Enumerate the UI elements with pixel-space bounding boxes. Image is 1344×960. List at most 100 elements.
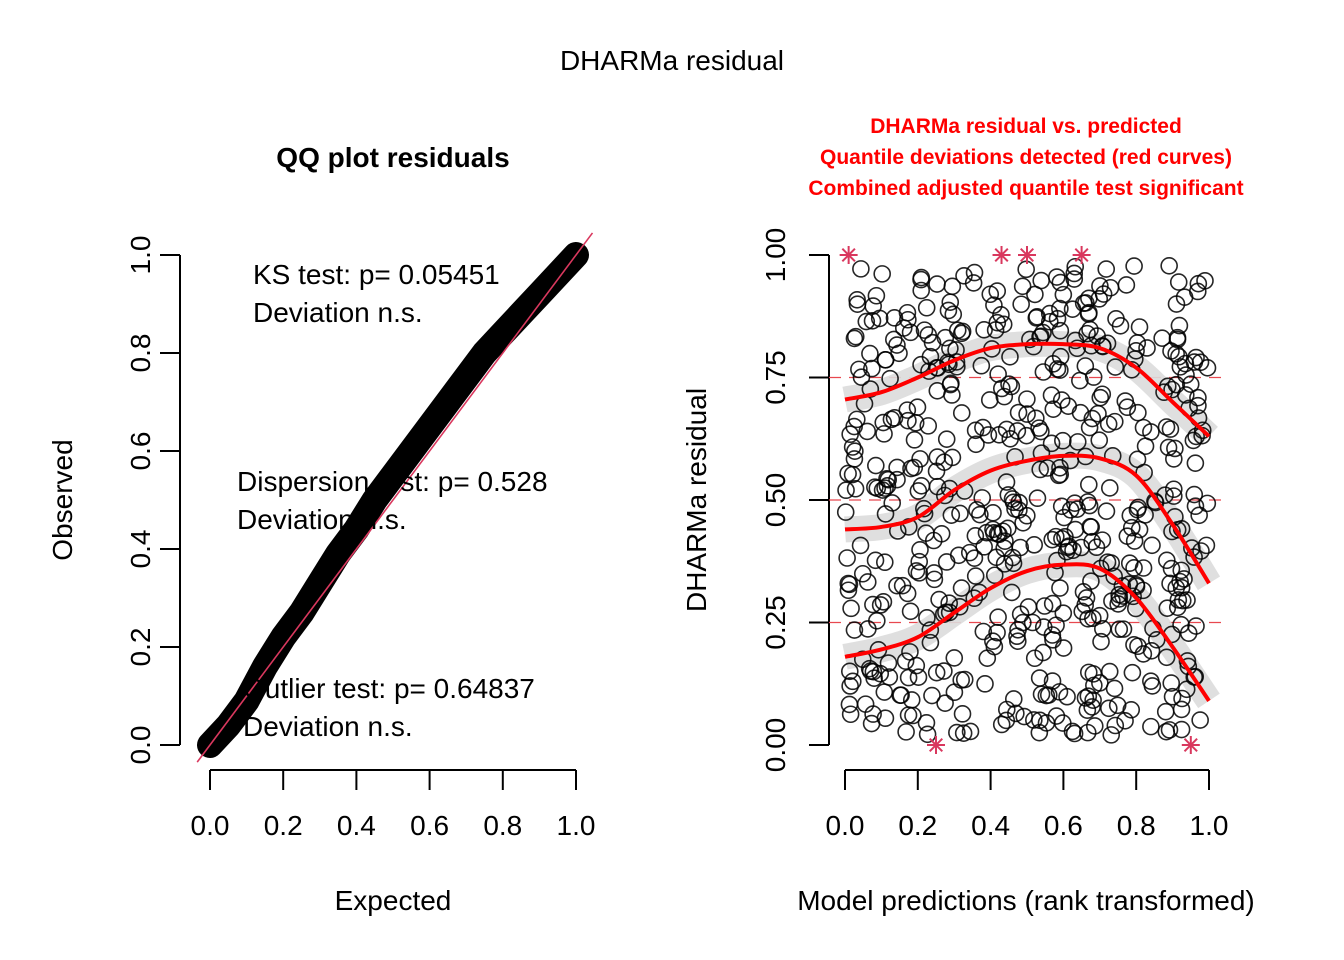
rvp-residual-point: [844, 672, 862, 691]
rvp-residual-point: [1178, 591, 1196, 609]
rvp-residual-point: [1018, 506, 1036, 525]
rvp-residual-point: [988, 313, 1007, 332]
qq-x-axis-label: Expected: [335, 885, 452, 916]
rvp-residual-point: [1106, 716, 1125, 735]
rvp-residual-point: [898, 401, 917, 419]
rvp-residual-point: [1187, 617, 1205, 635]
rvp-residual-point: [936, 328, 955, 347]
rvp-residual-point: [1185, 353, 1204, 371]
rvp-residual-point: [966, 421, 985, 440]
qq-plot-data: [196, 232, 594, 763]
rvp-outlier-star: [992, 246, 1011, 264]
rvp-residual-point: [1048, 551, 1066, 570]
rvp-residual-point: [1004, 554, 1023, 573]
rvp-residual-point: [1061, 451, 1080, 470]
rvp-residual-point: [930, 590, 948, 609]
rvp-residual-point: [1159, 438, 1178, 457]
rvp-title-line-2: Quantile deviations detected (red curves…: [820, 146, 1232, 169]
rvp-residual-point: [923, 333, 942, 352]
rvp-residual-point: [981, 285, 1000, 304]
rvp-residual-point: [867, 456, 885, 475]
rvp-x-tick-label: 0.4: [971, 810, 1010, 841]
rvp-residual-point: [1032, 444, 1051, 462]
qq-annotation-deviation: Deviation n.s.: [253, 297, 423, 328]
rvp-residual-point: [1013, 277, 1032, 296]
rvp-residual-point: [1113, 577, 1132, 595]
rvp-residual-point: [978, 649, 997, 668]
rvp-residual-point: [852, 368, 871, 387]
rvp-residual-point: [1059, 538, 1077, 557]
rvp-residual-point: [861, 380, 880, 398]
rvp-y-axis-label: DHARMa residual: [681, 388, 712, 612]
star-stroke: [928, 737, 944, 753]
rvp-residual-point: [1088, 327, 1106, 345]
rvp-residual-point: [910, 564, 929, 582]
rvp-residual-point: [878, 477, 897, 495]
rvp-x-tick-label: 0.6: [1044, 810, 1083, 841]
rvp-residual-point: [1032, 685, 1051, 704]
rvp-residual-point: [1103, 592, 1121, 610]
qq-annotations: KS test: p= 0.05451 Deviation n.s. Dispers…: [237, 259, 548, 742]
rvp-residual-point: [1084, 609, 1102, 628]
rvp-residual-point: [845, 417, 863, 436]
rvp-residual-point: [950, 598, 969, 616]
rvp-residual-point: [1051, 321, 1070, 340]
rvp-residual-point: [1163, 687, 1182, 706]
rvp-residual-point: [932, 524, 951, 543]
rvp-residual-point: [878, 470, 896, 488]
rvp-residual-point: [1108, 696, 1127, 715]
rvp-title-line-1: DHARMa residual vs. predicted: [870, 115, 1182, 138]
rvp-residual-point: [1084, 691, 1102, 709]
rvp-residual-point: [989, 608, 1007, 626]
rvp-residual-point: [1068, 339, 1087, 358]
rvp-residual-point: [1147, 631, 1166, 649]
rvp-residual-point: [1167, 345, 1185, 363]
rvp-residual-point: [1161, 420, 1180, 438]
rvp-residual-point: [1100, 662, 1119, 681]
rvp-residual-points: [836, 256, 1217, 744]
rvp-residual-point: [909, 482, 928, 500]
rvp-residual-point: [864, 297, 882, 315]
rvp-residual-point: [1066, 257, 1085, 276]
rvp-quantile-curve: [844, 562, 1211, 703]
rvp-outlier-star: [1018, 246, 1036, 264]
rvp-residual-point: [863, 312, 882, 330]
rvp-residual-point: [1106, 358, 1125, 376]
rvp-residual-point: [1114, 620, 1133, 638]
rvp-residual-point: [1125, 257, 1143, 275]
rvp-residual-point: [1058, 687, 1076, 706]
rvp-residual-point: [971, 505, 989, 524]
rvp-residual-point: [1065, 264, 1084, 283]
rvp-residual-point: [1027, 409, 1045, 428]
rvp-residual-point: [912, 477, 931, 495]
rvp-residual-point: [1090, 431, 1109, 450]
rvp-residual-point: [996, 532, 1014, 550]
qq-y-tick-label: 0.0: [125, 726, 156, 765]
qq-x-tick-label: 0.2: [264, 810, 303, 841]
rvp-residual-point: [972, 356, 991, 375]
rvp-residual-point: [948, 723, 966, 742]
rvp-residual-point: [843, 438, 862, 456]
rvp-residual-point: [1091, 559, 1110, 578]
rvp-residual-point: [912, 281, 931, 300]
rvp-residual-point: [841, 677, 859, 695]
rvp-residual-point: [910, 552, 929, 571]
rvp-residual-point: [853, 564, 872, 583]
qq-y-tick-label: 0.2: [125, 628, 156, 667]
rvp-residual-point: [1177, 366, 1195, 384]
rvp-residual-point: [1188, 282, 1207, 301]
rvp-residual-point: [861, 344, 879, 363]
rvp-residual-point: [883, 494, 902, 512]
rvp-residual-point: [1066, 520, 1085, 539]
rvp-residual-point: [901, 602, 920, 621]
rvp-residual-point: [909, 668, 928, 686]
rvp-residual-point: [871, 596, 890, 614]
rvp-residual-point: [945, 649, 964, 667]
rvp-residual-point: [935, 662, 953, 680]
rvp-residual-point: [1110, 620, 1129, 639]
rvp-residual-point: [873, 481, 892, 499]
rvp-residual-point: [1193, 421, 1212, 440]
rvp-residual-point: [925, 564, 943, 582]
rvp-residual-point: [1177, 680, 1196, 699]
rvp-residual-point: [1018, 405, 1036, 423]
